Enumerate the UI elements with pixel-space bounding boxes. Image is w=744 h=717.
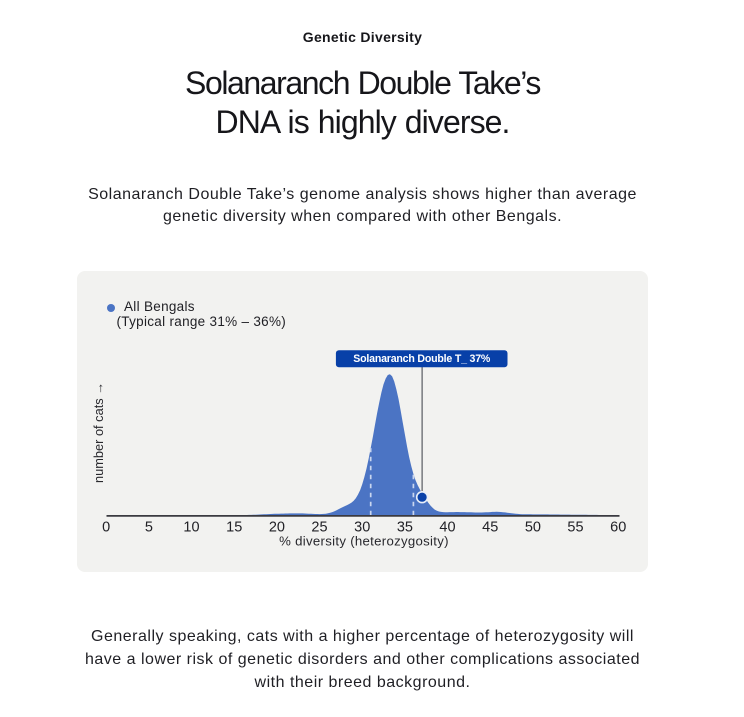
svg-text:45: 45 — [482, 520, 498, 536]
svg-text:10: 10 — [183, 520, 199, 536]
svg-text:15: 15 — [226, 520, 242, 536]
svg-text:Solanaranch Double T_ 37%: Solanaranch Double T_ 37% — [353, 353, 491, 365]
svg-text:number of cats →: number of cats → — [91, 382, 106, 483]
svg-text:35: 35 — [397, 520, 413, 536]
svg-text:0: 0 — [102, 520, 110, 536]
svg-text:25: 25 — [311, 520, 327, 536]
svg-text:55: 55 — [567, 520, 583, 536]
svg-text:% diversity (heterozygosity): % diversity (heterozygosity) — [279, 534, 449, 549]
svg-text:40: 40 — [439, 520, 455, 536]
svg-text:30: 30 — [354, 520, 370, 536]
svg-text:5: 5 — [145, 520, 153, 536]
svg-text:50: 50 — [525, 520, 541, 536]
svg-text:20: 20 — [269, 520, 285, 536]
svg-text:60: 60 — [610, 520, 626, 536]
